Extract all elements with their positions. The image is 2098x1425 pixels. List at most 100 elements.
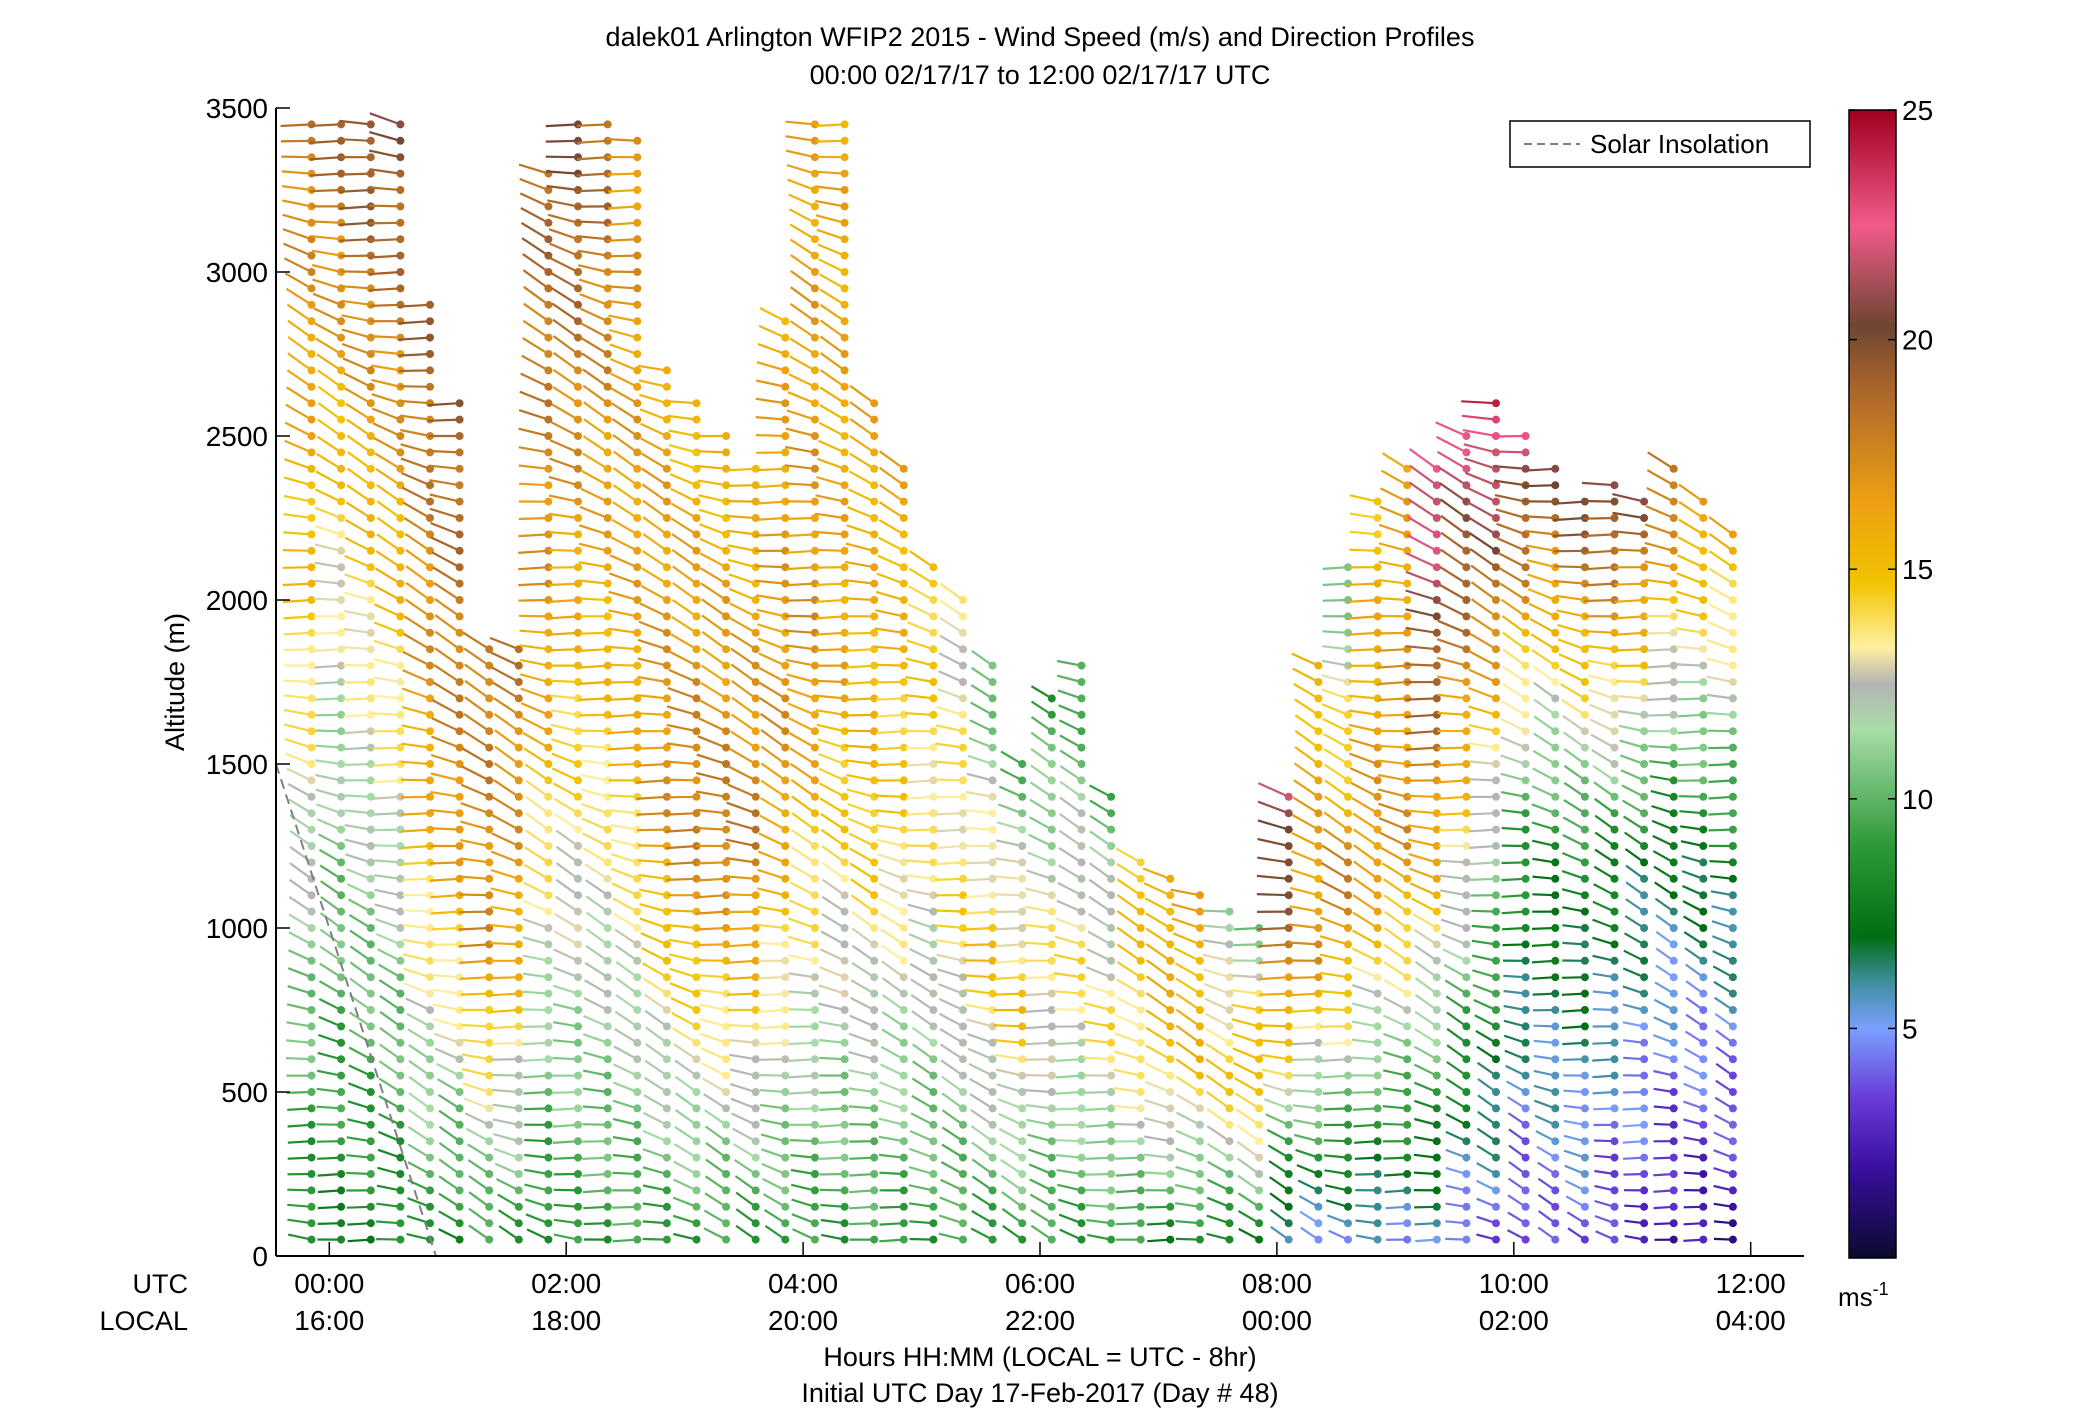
wind-barb-shaft — [1085, 1107, 1112, 1111]
wind-barb-dot — [366, 1186, 375, 1195]
wind-barb-shaft — [493, 762, 520, 782]
wind-barb-dot — [544, 628, 553, 637]
wind-barb-dot — [929, 1038, 938, 1047]
wind-barb-dot — [544, 1071, 553, 1080]
wind-barb-shaft — [820, 1203, 845, 1208]
wind-barb-shaft — [1645, 505, 1675, 520]
wind-barb-shaft — [1351, 965, 1379, 979]
wind-barb-shaft — [523, 1090, 549, 1095]
wind-barb-shaft — [1290, 1025, 1319, 1030]
wind-barb-shaft — [521, 237, 550, 257]
wind-barb-shaft — [847, 803, 875, 815]
wind-barb-shaft — [1437, 675, 1467, 684]
wind-barb-shaft — [674, 1109, 698, 1126]
wind-barb-dot — [662, 645, 671, 654]
wind-barb-shaft — [1260, 1039, 1289, 1044]
wind-barb-dot — [751, 1186, 760, 1195]
utc-row-label: UTC — [133, 1269, 189, 1299]
wind-barb-dot — [781, 1219, 790, 1228]
wind-barb-shaft — [1438, 482, 1468, 503]
wind-barb-dot — [959, 727, 967, 736]
wind-barb-dot — [1728, 1186, 1737, 1195]
wind-barb-dot — [337, 1186, 346, 1195]
wind-barb-dot — [603, 333, 612, 342]
wind-barb-shaft — [1468, 705, 1497, 716]
wind-barb-dot — [1551, 1219, 1560, 1228]
wind-barb-shaft — [1349, 530, 1378, 536]
wind-barb-dot — [722, 612, 731, 621]
wind-barb-shaft — [1382, 1014, 1408, 1028]
wind-barb-shaft — [818, 767, 846, 782]
wind-barb-dot — [1728, 546, 1737, 555]
wind-barb-shaft — [1171, 903, 1201, 913]
wind-barb-dot — [1018, 1219, 1027, 1228]
wind-barb-dot — [810, 1120, 819, 1129]
wind-barb-dot — [396, 120, 405, 129]
wind-barb-shaft — [1708, 746, 1733, 750]
wind-barb-dot — [1580, 809, 1589, 818]
wind-barb-dot — [1077, 891, 1086, 900]
wind-barb-dot — [1077, 1186, 1086, 1195]
wind-barb-shaft — [1469, 650, 1497, 667]
wind-barb-shaft — [784, 598, 815, 602]
wind-barb-dot — [1018, 874, 1027, 883]
wind-barb-dot — [899, 530, 908, 539]
wind-barb-shaft — [282, 566, 312, 569]
wind-barb-shaft — [545, 123, 579, 128]
wind-barb-shaft — [785, 120, 816, 126]
wind-barb-dot — [1047, 973, 1056, 982]
wind-barb-dot — [1284, 1170, 1293, 1178]
wind-barb-shaft — [1707, 711, 1733, 716]
wind-barb-shaft — [518, 516, 549, 521]
wind-barb-shaft — [964, 910, 993, 915]
wind-barb-shaft — [821, 878, 846, 897]
wind-barb-shaft — [760, 1118, 786, 1126]
wind-barb-shaft — [1405, 626, 1437, 634]
wind-barb-dot — [633, 268, 642, 276]
wind-barb-dot — [455, 1006, 464, 1014]
wind-barb-dot — [1018, 1120, 1027, 1129]
wind-barb-shaft — [1116, 978, 1142, 995]
wind-barb-dot — [1314, 727, 1323, 736]
wind-barb-shaft — [376, 484, 402, 503]
wind-barb-dot — [1462, 776, 1471, 785]
wind-barb-dot — [574, 956, 582, 965]
wind-barb-shaft — [610, 867, 638, 880]
wind-barb-dot — [1047, 1088, 1056, 1096]
wind-barb-shaft — [461, 1023, 490, 1028]
wind-barb-shaft — [673, 1143, 698, 1159]
wind-barb-shaft — [552, 1107, 579, 1111]
wind-barb-shaft — [309, 156, 342, 161]
wind-barb-shaft — [995, 1068, 1023, 1077]
wind-barb-shaft — [549, 457, 579, 470]
wind-barb-shaft — [816, 457, 845, 470]
wind-barb-shaft — [815, 123, 845, 127]
wind-barb-shaft — [785, 566, 815, 571]
wind-barb-dot — [426, 776, 434, 785]
wind-barb-dot — [1225, 1202, 1234, 1211]
wind-barb-shaft — [726, 926, 756, 931]
wind-barb-dot — [1640, 1170, 1649, 1178]
wind-barb-shaft — [522, 954, 549, 962]
wind-barb-dot — [810, 628, 819, 637]
wind-barb-dot — [1492, 481, 1500, 490]
wind-barb-shaft — [1324, 763, 1349, 782]
wind-barb-shaft — [1614, 615, 1645, 620]
wind-barb-shaft — [375, 550, 402, 569]
wind-barb-dot — [662, 678, 671, 686]
wind-barb-dot — [1728, 956, 1737, 965]
wind-barb-shaft — [520, 702, 549, 716]
wind-barb-dot — [840, 497, 849, 506]
wind-barb-shaft — [878, 1117, 905, 1126]
wind-barb-dot — [337, 1022, 346, 1031]
wind-barb-shaft — [818, 1140, 845, 1144]
wind-barb-dot — [485, 1170, 494, 1178]
wind-barb-shaft — [725, 857, 756, 864]
wind-barb-shaft — [1377, 664, 1408, 669]
wind-barb-dot — [751, 1006, 760, 1014]
wind-barb-dot — [366, 120, 375, 129]
wind-barb-shaft — [785, 533, 815, 538]
wind-barb-dot — [1166, 924, 1175, 932]
wind-barb-shaft — [639, 408, 668, 421]
wind-barb-shaft — [1086, 948, 1112, 962]
